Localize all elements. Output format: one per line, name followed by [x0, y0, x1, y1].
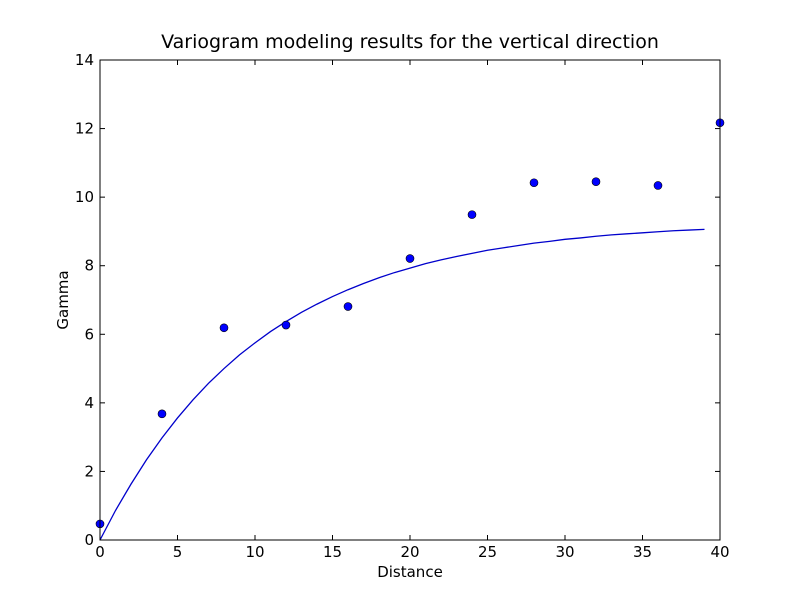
x-tick-label: 30 — [555, 543, 574, 561]
y-tick-label: 10 — [75, 188, 94, 206]
x-tick-label: 25 — [478, 543, 497, 561]
chart-title: Variogram modeling results for the verti… — [161, 31, 659, 53]
y-axis-label: Gamma — [54, 270, 72, 329]
x-tick-label: 20 — [400, 543, 419, 561]
plot-area: 0 5 10 15 20 25 30 35 40 0 2 4 6 8 10 12 14 — [75, 51, 730, 561]
data-point — [467, 210, 477, 219]
data-point — [529, 178, 539, 188]
x-axis-label: Distance — [377, 563, 443, 581]
x-tick-label: 0 — [95, 543, 105, 561]
data-point — [405, 254, 415, 263]
x-tick-label: 40 — [710, 543, 729, 561]
y-tick-label: 14 — [75, 51, 94, 69]
data-point — [157, 409, 167, 419]
y-tick-label: 8 — [84, 257, 94, 275]
x-tick-label: 5 — [173, 543, 183, 561]
x-tick-label: 15 — [323, 543, 342, 561]
plot-frame — [99, 59, 721, 541]
y-tick-label: 0 — [84, 531, 94, 549]
x-tick-label: 10 — [245, 543, 264, 561]
data-point — [343, 302, 353, 311]
data-point — [653, 181, 663, 190]
data-point — [219, 323, 229, 333]
y-tick-label: 12 — [75, 120, 94, 138]
y-tick-label: 6 — [84, 325, 94, 343]
data-point — [281, 320, 291, 330]
model-curve — [99, 228, 705, 541]
x-tick-label: 35 — [633, 543, 652, 561]
data-point — [591, 177, 601, 187]
y-tick-label: 2 — [84, 462, 94, 480]
y-tick-label: 4 — [84, 394, 94, 412]
